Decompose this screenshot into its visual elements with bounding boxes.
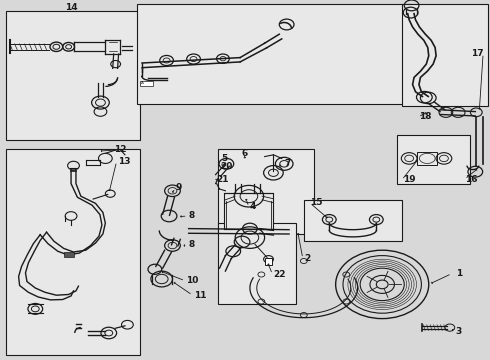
Text: 1: 1: [456, 269, 462, 278]
Bar: [397, 135, 470, 184]
Bar: [218, 223, 296, 304]
Bar: [224, 193, 273, 229]
Text: 3: 3: [456, 327, 462, 336]
Bar: [6, 11, 140, 140]
Text: 10: 10: [186, 276, 198, 285]
Text: 2: 2: [304, 254, 310, 263]
Bar: [417, 152, 437, 165]
Text: 13: 13: [118, 157, 130, 166]
Text: 21: 21: [217, 175, 229, 184]
Text: 6: 6: [242, 149, 248, 158]
Bar: [6, 149, 140, 355]
Text: 4: 4: [250, 202, 256, 211]
Text: 18: 18: [419, 112, 432, 121]
Text: 8: 8: [189, 211, 195, 220]
Bar: [140, 81, 153, 86]
Text: 22: 22: [273, 270, 286, 279]
Bar: [402, 4, 488, 106]
Text: 7: 7: [284, 159, 291, 168]
Text: 12: 12: [114, 145, 126, 154]
Text: 14: 14: [65, 3, 77, 12]
Text: 9: 9: [175, 184, 182, 192]
Text: 5: 5: [221, 154, 228, 163]
Text: 15: 15: [310, 198, 322, 207]
Text: A: A: [141, 81, 144, 85]
Bar: [304, 200, 402, 241]
Text: 19: 19: [403, 175, 416, 184]
Text: 8: 8: [189, 240, 195, 249]
Text: 17: 17: [471, 49, 484, 58]
Bar: [218, 149, 314, 234]
Bar: [64, 252, 74, 257]
Bar: [265, 258, 272, 265]
Text: 11: 11: [194, 291, 206, 300]
Bar: [137, 4, 412, 104]
Text: 20: 20: [220, 162, 233, 171]
Text: 16: 16: [466, 175, 478, 184]
